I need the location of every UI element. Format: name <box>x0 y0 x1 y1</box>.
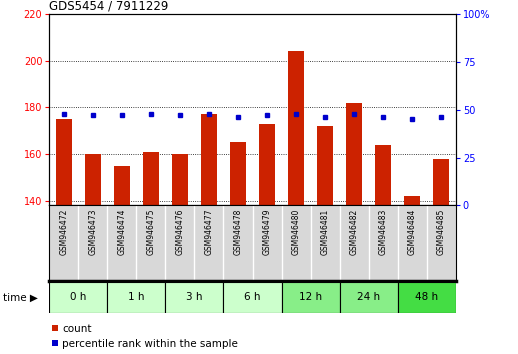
Text: 24 h: 24 h <box>357 292 380 302</box>
Bar <box>404 196 420 205</box>
Text: GSM946481: GSM946481 <box>321 209 329 255</box>
Text: percentile rank within the sample: percentile rank within the sample <box>62 339 238 349</box>
Text: GSM946479: GSM946479 <box>263 209 271 255</box>
Bar <box>282 282 340 313</box>
Bar <box>346 103 362 205</box>
Bar <box>375 145 391 205</box>
Text: GSM946483: GSM946483 <box>379 209 388 255</box>
Bar <box>398 282 456 313</box>
Text: 3 h: 3 h <box>186 292 203 302</box>
Text: GSM946474: GSM946474 <box>117 209 126 255</box>
Text: GSM946480: GSM946480 <box>292 209 300 255</box>
Bar <box>107 282 165 313</box>
Text: 6 h: 6 h <box>244 292 261 302</box>
Text: GSM946475: GSM946475 <box>147 209 155 255</box>
Text: 1 h: 1 h <box>128 292 145 302</box>
Text: 12 h: 12 h <box>299 292 322 302</box>
Bar <box>49 282 107 313</box>
Bar <box>172 154 188 205</box>
Bar <box>143 152 159 205</box>
Bar <box>434 159 449 205</box>
Text: GSM946482: GSM946482 <box>350 209 358 255</box>
Text: 0 h: 0 h <box>70 292 87 302</box>
Text: 48 h: 48 h <box>415 292 438 302</box>
Text: GSM946473: GSM946473 <box>88 209 97 255</box>
Text: time ▶: time ▶ <box>3 292 37 302</box>
Text: GSM946472: GSM946472 <box>59 209 68 255</box>
Bar <box>223 282 282 313</box>
Text: GSM946476: GSM946476 <box>176 209 184 255</box>
Text: GSM946484: GSM946484 <box>408 209 417 255</box>
Text: GSM946477: GSM946477 <box>205 209 213 255</box>
Bar <box>201 114 217 205</box>
Bar <box>317 126 333 205</box>
Text: GSM946485: GSM946485 <box>437 209 446 255</box>
Bar <box>259 124 275 205</box>
Bar <box>114 166 130 205</box>
Bar <box>230 142 246 205</box>
Bar <box>165 282 223 313</box>
Bar <box>340 282 398 313</box>
Bar <box>56 119 71 205</box>
Text: GSM946478: GSM946478 <box>234 209 242 255</box>
Bar <box>288 51 304 205</box>
Text: count: count <box>62 324 92 333</box>
Bar <box>85 154 101 205</box>
Text: GDS5454 / 7911229: GDS5454 / 7911229 <box>49 0 168 13</box>
